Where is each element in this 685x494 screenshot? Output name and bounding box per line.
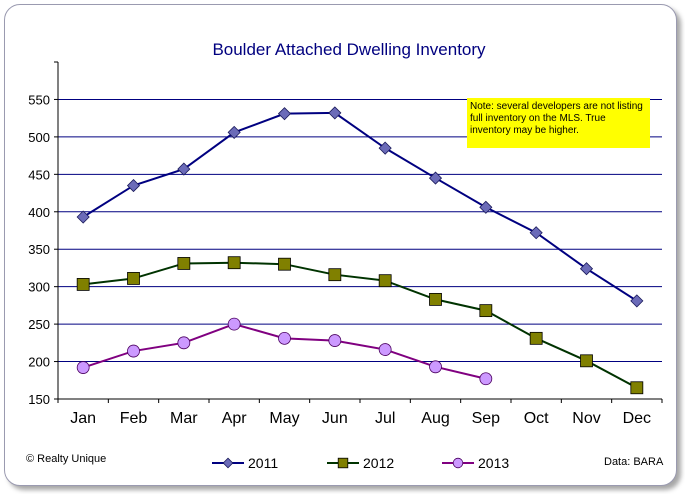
data-point: [328, 106, 342, 120]
data-point: [76, 361, 90, 374]
data-point: [227, 125, 241, 139]
data-point: [580, 354, 593, 368]
x-tick-label: Sep: [472, 410, 501, 427]
x-tick-label: Jun: [322, 410, 348, 427]
data-point: [76, 278, 90, 291]
data-point: [278, 331, 291, 345]
series-lines: [82, 111, 638, 389]
y-tick-label: 200: [28, 355, 50, 370]
x-tick-label: Oct: [524, 410, 549, 427]
series-line-2011: [82, 111, 638, 302]
data-point: [378, 343, 392, 356]
data-point: [76, 210, 90, 224]
data-point: [529, 331, 543, 345]
data-source-credit: Data: BARA: [604, 456, 664, 468]
data-point: [177, 257, 191, 270]
data-point: [479, 372, 493, 386]
legend-swatch: [212, 457, 244, 469]
y-tick-label: 500: [28, 130, 50, 145]
x-tick-label: Jan: [70, 410, 96, 427]
tick-labels: 150 200 250 300 350 400 450 500 550 Jan Feb Mar Apr M…: [28, 92, 651, 427]
x-tick-label: Mar: [170, 410, 198, 427]
series-line-2012: [83, 261, 638, 389]
data-point: [337, 457, 349, 469]
data-point: [328, 268, 342, 282]
data-point: [479, 200, 493, 214]
legend-swatch: [327, 457, 359, 469]
x-tick-label: Dec: [623, 410, 651, 427]
data-point: [227, 256, 241, 270]
y-tick-label: 550: [28, 92, 50, 107]
copyright-credit: © Realty Unique: [26, 453, 107, 465]
legend-label: 2012: [363, 455, 395, 471]
axes: [54, 61, 663, 403]
legend-label: 2013: [478, 455, 510, 471]
data-point: [177, 336, 191, 350]
legend: 2011 2012 2013: [210, 453, 530, 473]
data-point: [630, 294, 644, 308]
x-tick-label: Apr: [222, 410, 248, 427]
data-point: [127, 344, 140, 358]
data-point: [278, 257, 291, 271]
data-point: [277, 107, 292, 121]
y-tick-label: 450: [28, 167, 50, 182]
legend-swatch: [442, 457, 474, 469]
x-tick-label: Feb: [120, 410, 148, 427]
data-point: [127, 272, 140, 285]
series-markers: [76, 106, 644, 395]
chart-frame: [4, 4, 677, 486]
x-tick-label: Aug: [421, 410, 449, 427]
x-tick-label: May: [269, 410, 299, 427]
data-point: [328, 334, 342, 347]
chart-title: Boulder Attached Dwelling Inventory: [212, 40, 486, 59]
data-point: [378, 274, 392, 288]
legend-label: 2011: [248, 455, 279, 471]
data-point: [428, 171, 443, 185]
data-point: [529, 226, 543, 240]
y-tick-label: 150: [28, 392, 50, 407]
x-tick-label: Jul: [375, 410, 395, 427]
data-point: [579, 262, 594, 276]
data-point: [429, 292, 442, 306]
y-tick-label: 350: [28, 242, 50, 257]
x-tick-label: Nov: [572, 410, 600, 427]
data-point: [429, 360, 442, 374]
data-point: [222, 457, 234, 469]
annotation-note: Note: several developers are not listing…: [467, 98, 650, 148]
y-tick-label: 400: [28, 205, 50, 220]
data-point: [177, 162, 191, 176]
data-point: [126, 179, 141, 193]
data-point: [227, 317, 241, 331]
data-point: [630, 381, 644, 395]
data-point: [479, 304, 493, 318]
data-point: [452, 457, 464, 469]
data-point: [378, 141, 392, 155]
y-tick-label: 250: [28, 317, 50, 332]
y-tick-label: 300: [28, 280, 50, 295]
